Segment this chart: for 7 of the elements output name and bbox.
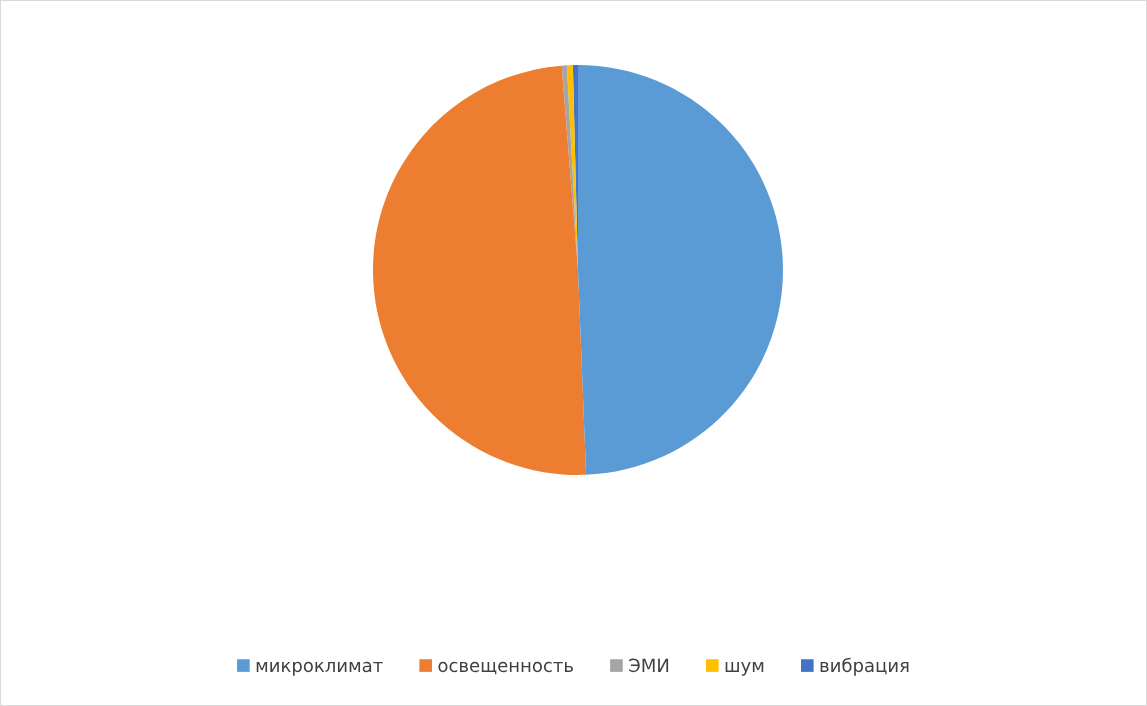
legend-label: шум [725, 662, 764, 676]
legend-label: вибрация [820, 657, 909, 676]
legend-label: ЭМИ [629, 658, 669, 673]
legend-label: освещенность [438, 661, 573, 675]
pie-slice [578, 65, 783, 475]
legend-label: микроклимат [256, 661, 383, 676]
pie-slice [373, 65, 587, 475]
